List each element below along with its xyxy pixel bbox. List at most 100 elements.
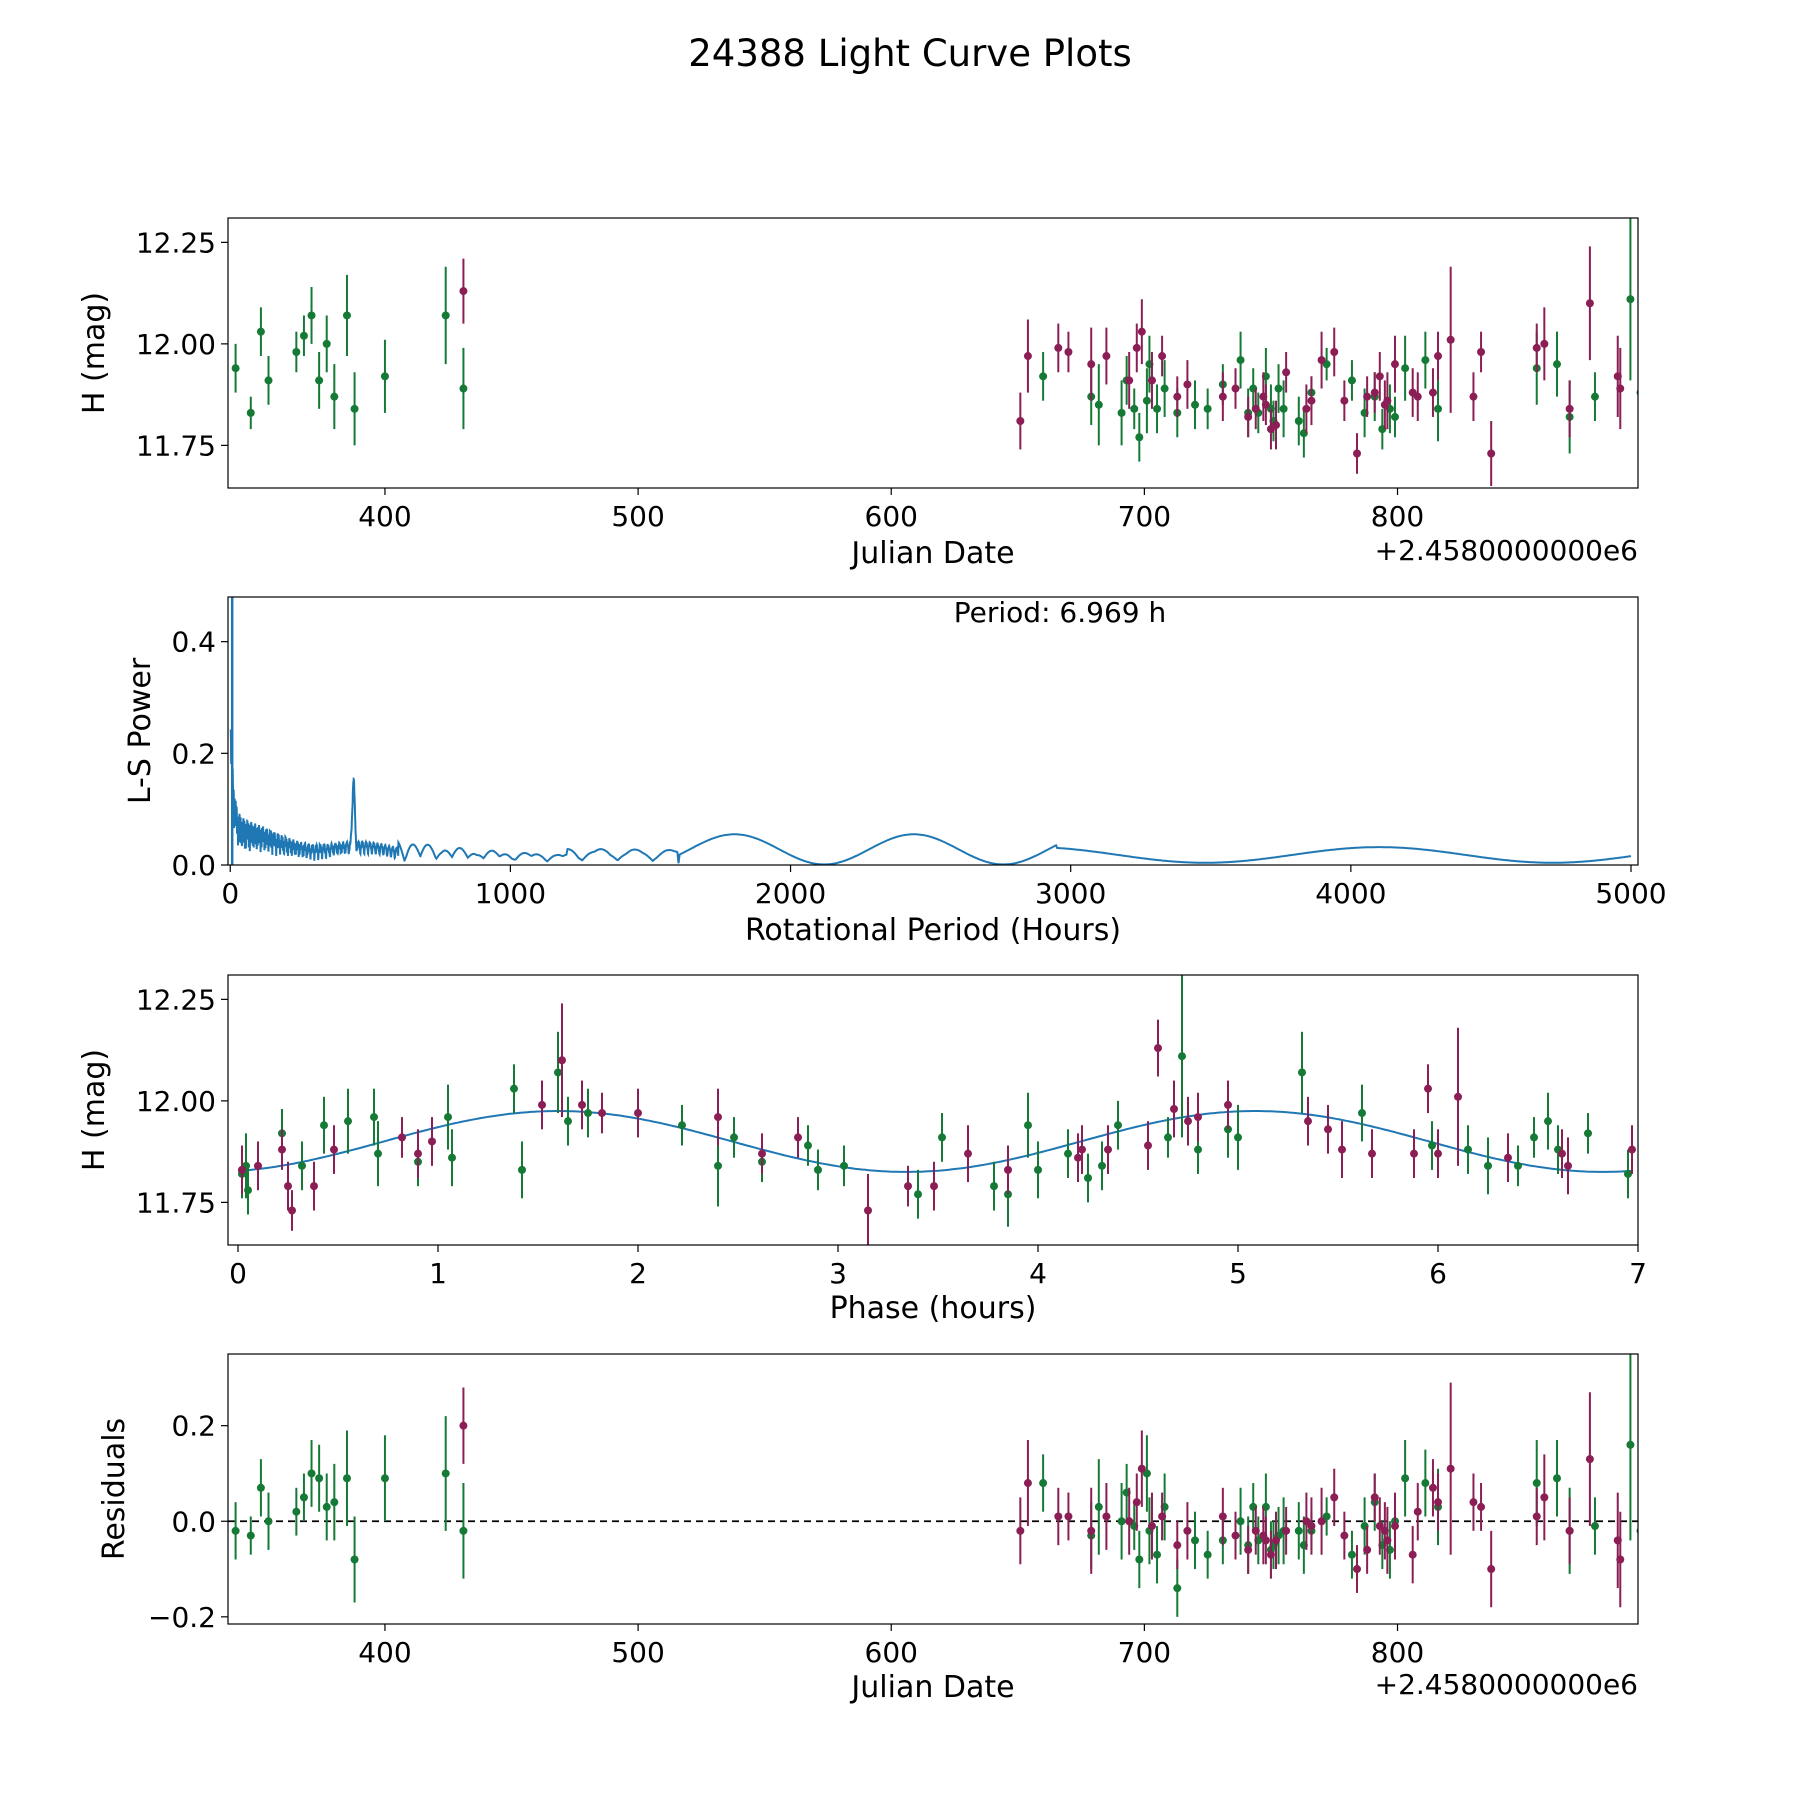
phased-point-green	[1298, 1068, 1306, 1077]
lightcurve-xtick-label: 800	[1371, 500, 1424, 533]
lightcurve-point-maroon	[1183, 380, 1192, 389]
phased-point-green	[1064, 1149, 1072, 1158]
phased-point-green	[244, 1186, 252, 1195]
phased-point-maroon	[1338, 1145, 1346, 1154]
lightcurve-point-maroon	[1137, 327, 1146, 336]
residuals-point-maroon	[1087, 1526, 1096, 1535]
phased-point-maroon	[598, 1109, 606, 1118]
lightcurve-offset-text: +2.4580000000e6	[1375, 534, 1638, 567]
lightcurve-point-maroon	[1016, 417, 1025, 426]
phased-point-green	[1624, 1169, 1632, 1178]
periodogram-marks	[229, 597, 1632, 865]
lightcurve-point-green	[1117, 408, 1126, 417]
phased-point-green	[1164, 1133, 1172, 1142]
phased-point-green	[584, 1109, 592, 1118]
phased-point-maroon	[288, 1206, 296, 1215]
lightcurve-point-maroon	[1540, 339, 1549, 348]
phased-point-maroon	[398, 1133, 406, 1142]
phased-point-green	[1178, 1052, 1186, 1061]
lightcurve-xtick-label: 500	[611, 500, 664, 533]
residuals-point-green	[1401, 1474, 1410, 1483]
residuals-point-maroon	[1272, 1536, 1281, 1545]
residuals-point-green	[1294, 1526, 1303, 1535]
phased-point-maroon	[964, 1149, 972, 1158]
residuals-point-maroon	[1469, 1498, 1478, 1507]
lightcurve-point-green	[1039, 372, 1048, 381]
residuals-point-maroon	[1218, 1512, 1227, 1521]
phased-point-green	[730, 1133, 738, 1142]
phased-point-green	[1544, 1117, 1552, 1126]
phased-point-maroon	[278, 1145, 286, 1154]
lightcurve-xtick-label: 400	[358, 500, 411, 533]
residuals-point-maroon	[1251, 1526, 1260, 1535]
lightcurve-point-maroon	[1302, 404, 1311, 413]
lightcurve-axes-frame	[227, 217, 1639, 489]
phased-point-maroon	[634, 1109, 642, 1118]
residuals-point-green	[380, 1474, 389, 1483]
phased-xtick-label: 3	[829, 1257, 847, 1290]
lightcurve-ytick-label: 12.00	[136, 328, 216, 361]
periodogram-xtick-label: 5000	[1595, 877, 1666, 910]
phased-point-maroon	[1154, 1044, 1162, 1053]
ls-power-curve	[229, 729, 1632, 865]
periodogram-xlabel: Rotational Period (Hours)	[745, 913, 1121, 948]
residuals-ytick-label: 0.0	[171, 1505, 216, 1538]
residuals-point-maroon	[1125, 1517, 1134, 1526]
lightcurve-point-green	[315, 376, 324, 385]
residuals-ytick-label: −0.2	[148, 1601, 216, 1634]
residuals-point-green	[1153, 1550, 1162, 1559]
residuals-point-maroon	[1147, 1522, 1156, 1531]
lightcurve-point-maroon	[1383, 396, 1392, 405]
periodogram-xtick-label: 0	[221, 877, 239, 910]
residuals-ylabel: Residuals	[97, 1418, 132, 1560]
phased-ylabel: H (mag)	[77, 1049, 112, 1171]
phased-point-maroon	[1144, 1141, 1152, 1150]
residuals-point-maroon	[1132, 1498, 1141, 1507]
lightcurve-point-maroon	[1375, 372, 1384, 381]
lightcurve-point-green	[1626, 295, 1635, 304]
lightcurve-point-maroon	[1370, 388, 1379, 397]
lightcurve-point-maroon	[1434, 352, 1443, 361]
residuals-point-maroon	[1413, 1507, 1422, 1516]
phased-point-maroon	[930, 1182, 938, 1191]
phased-point-maroon	[254, 1161, 262, 1170]
lightcurve-point-maroon	[1532, 343, 1541, 352]
phased-point-maroon	[904, 1182, 912, 1191]
figure-title: 24388 Light Curve Plots	[688, 32, 1132, 75]
lightcurve-point-maroon	[1272, 421, 1281, 430]
residuals-xtick-label: 800	[1371, 1636, 1424, 1669]
periodogram-ytick-label: 0.0	[171, 849, 216, 882]
periodogram-ytick-label: 0.2	[171, 737, 216, 770]
lightcurve-point-maroon	[1317, 356, 1326, 365]
residuals-point-maroon	[1016, 1526, 1025, 1535]
phased-point-green	[344, 1117, 352, 1126]
phased-point-maroon	[1078, 1145, 1086, 1154]
lightcurve-panel: 400 500 600 700 800 11.75 12.00 12.25 Julian Da…	[77, 217, 1639, 571]
residuals-axes-frame	[227, 1353, 1639, 1625]
periodogram-panel: 0 1000 2000 3000 4000 5000 0.0 0.2 0.4 Period: 6…	[123, 596, 1667, 948]
lightcurve-point-green	[1130, 404, 1139, 413]
phased-xtick-label: 7	[1629, 1257, 1647, 1290]
phased-point-green	[1530, 1133, 1538, 1142]
phased-point-green	[1098, 1161, 1106, 1170]
residuals-point-green	[315, 1474, 324, 1483]
phased-xtick-label: 1	[429, 1257, 447, 1290]
phased-point-green	[1584, 1129, 1592, 1138]
residuals-point-maroon	[1540, 1493, 1549, 1502]
phased-point-maroon	[1104, 1145, 1112, 1154]
residuals-point-maroon	[1383, 1536, 1392, 1545]
lightcurve-point-maroon	[1428, 388, 1437, 397]
lightcurve-point-green	[380, 372, 389, 381]
residuals-point-maroon	[1158, 1512, 1167, 1521]
residuals-point-green	[459, 1526, 468, 1535]
lightcurve-point-maroon	[459, 287, 468, 296]
phased-point-green	[554, 1068, 562, 1077]
lightcurve-point-green	[330, 392, 339, 401]
phased-xtick-label: 6	[1429, 1257, 1447, 1290]
residuals-point-green	[1203, 1550, 1212, 1559]
phased-point-maroon	[714, 1113, 722, 1122]
residuals-point-maroon	[1585, 1455, 1594, 1464]
lightcurve-point-maroon	[1023, 352, 1032, 361]
phased-point-green	[374, 1149, 382, 1158]
